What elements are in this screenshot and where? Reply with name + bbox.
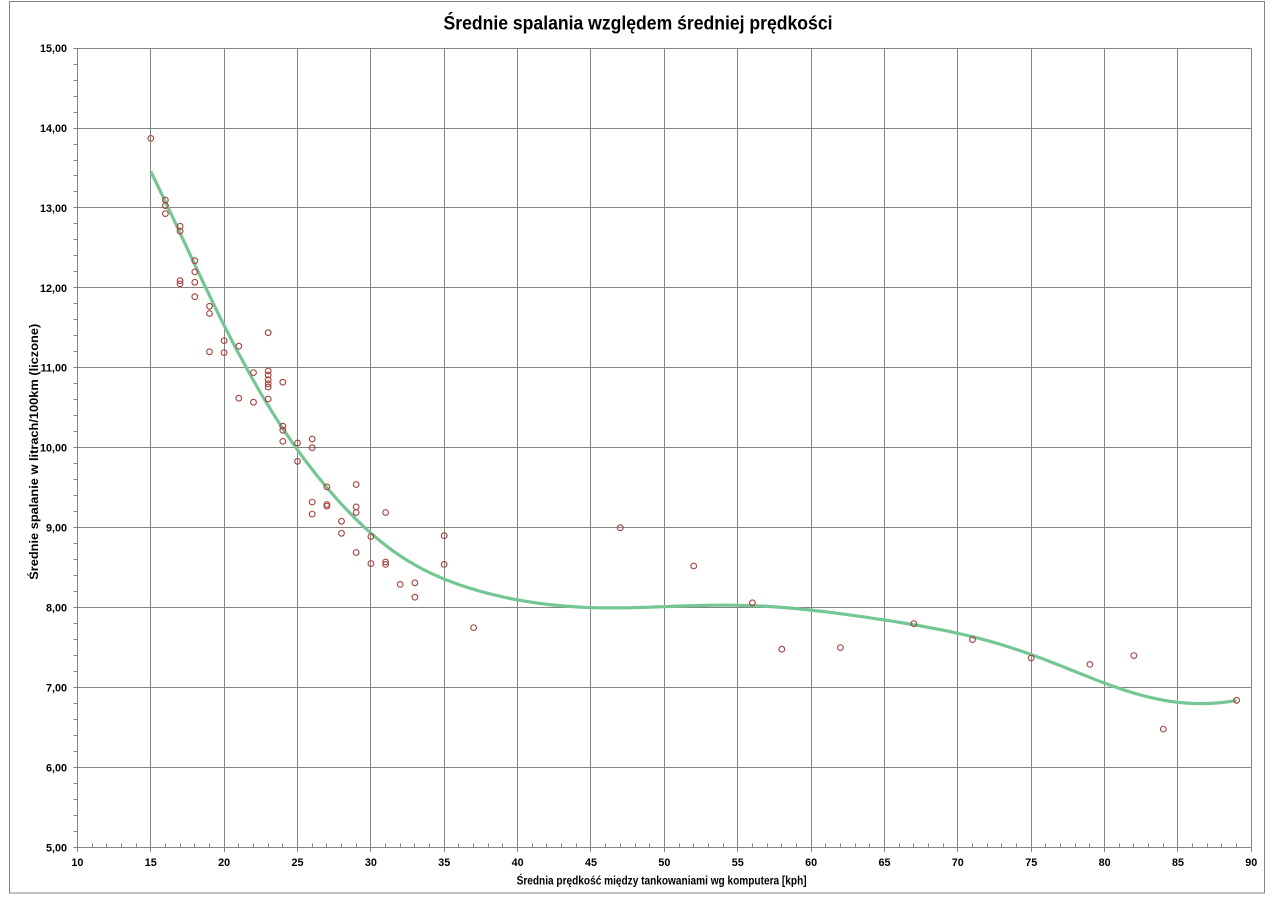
svg-text:6,00: 6,00: [46, 762, 67, 774]
svg-text:70: 70: [952, 857, 964, 869]
svg-text:15,00: 15,00: [40, 43, 67, 55]
svg-text:7,00: 7,00: [46, 682, 67, 694]
svg-text:9,00: 9,00: [46, 523, 67, 535]
svg-text:90: 90: [1245, 857, 1257, 869]
svg-text:Średnie spalania względem śred: Średnie spalania względem średniej prędk…: [444, 12, 833, 34]
svg-text:15: 15: [145, 857, 157, 869]
svg-text:55: 55: [732, 857, 744, 869]
svg-text:Średnia prędkość między tankow: Średnia prędkość między tankowaniami wg …: [517, 873, 807, 888]
svg-text:75: 75: [1025, 857, 1037, 869]
svg-text:10: 10: [71, 857, 83, 869]
svg-text:50: 50: [658, 857, 670, 869]
svg-text:10,00: 10,00: [40, 443, 67, 455]
svg-text:60: 60: [805, 857, 817, 869]
svg-text:5,00: 5,00: [46, 842, 67, 854]
svg-text:8,00: 8,00: [46, 603, 67, 615]
svg-text:25: 25: [291, 857, 303, 869]
svg-text:80: 80: [1099, 857, 1111, 869]
svg-text:14,00: 14,00: [40, 123, 67, 135]
svg-text:40: 40: [512, 857, 524, 869]
svg-text:13,00: 13,00: [40, 203, 67, 215]
svg-text:85: 85: [1172, 857, 1184, 869]
svg-text:Średnie spalanie w litrach/100: Średnie spalanie w litrach/100km (liczon…: [26, 324, 41, 580]
svg-text:20: 20: [218, 857, 230, 869]
svg-text:11,00: 11,00: [41, 363, 67, 375]
svg-text:12,00: 12,00: [40, 283, 67, 295]
svg-text:30: 30: [365, 857, 377, 869]
svg-text:35: 35: [438, 857, 450, 869]
svg-text:65: 65: [878, 857, 890, 869]
svg-text:45: 45: [585, 857, 597, 869]
